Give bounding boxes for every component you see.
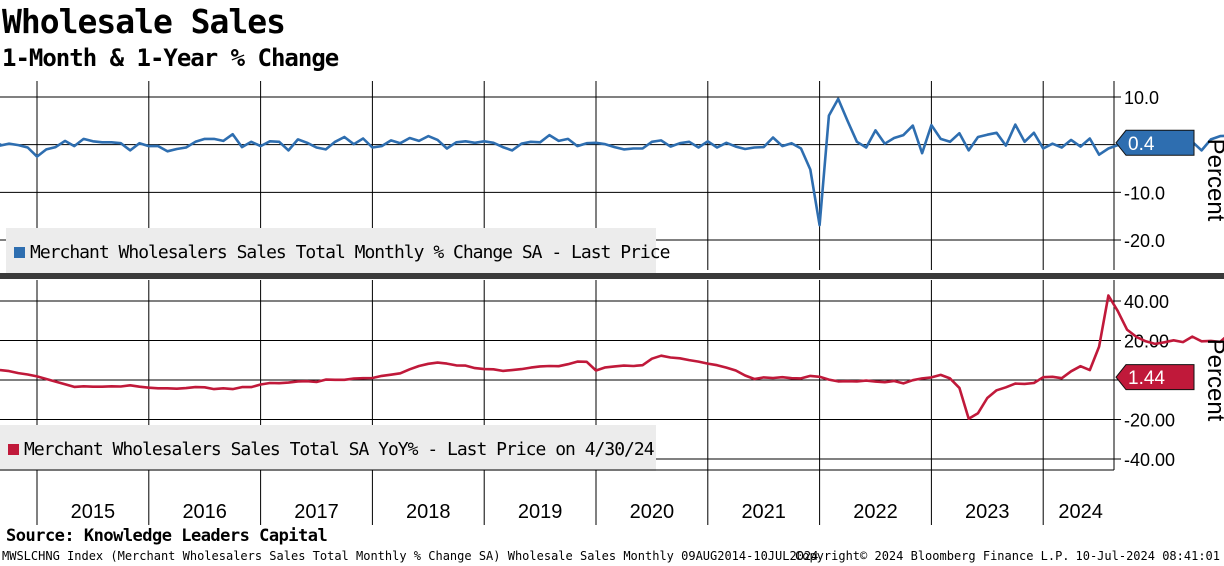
legend-swatch-1 [8, 444, 19, 455]
legend-text: Merchant Wholesalers Sales Total SA YoY%… [24, 439, 654, 460]
last-value-label: 1.44 [1128, 368, 1165, 389]
source-note: Source: Knowledge Leaders Capital [6, 526, 328, 546]
x-tick-label-2022: 2022 [853, 501, 898, 523]
ytick-label: -20.0 [1124, 231, 1165, 251]
chart-title: Wholesale Sales [2, 2, 286, 41]
legend-box-1 [0, 425, 656, 471]
x-tick-label-2017: 2017 [294, 501, 339, 523]
last-value-tag-0 [1115, 129, 1195, 156]
last-value-label: 0.4 [1128, 134, 1155, 155]
x-tick-label-2016: 2016 [182, 501, 227, 523]
x-tick-label-2023: 2023 [965, 501, 1010, 523]
legend-swatch-0 [14, 247, 25, 258]
x-tick-label-2018: 2018 [406, 501, 451, 523]
last-value-tag-1 [1115, 364, 1195, 391]
y-axis-label: Percent [1202, 139, 1224, 222]
copyright-note: Copyright© 2024 Bloomberg Finance L.P. [795, 549, 1070, 563]
series-line-0 [0, 97, 1224, 227]
ytick-label: 10.0 [1124, 88, 1159, 108]
x-tick-label-2019: 2019 [518, 501, 563, 523]
ytick-label: -40.00 [1124, 450, 1175, 470]
legend-text: Merchant Wholesalers Sales Total Monthly… [30, 242, 670, 263]
panel-separator [0, 273, 1224, 279]
y-axis-label: Percent [1202, 339, 1224, 422]
timestamp: 10-Jul-2024 08:41:01 [1075, 549, 1221, 563]
ytick-label: -10.0 [1124, 183, 1165, 203]
ytick-label: 40.00 [1124, 292, 1169, 312]
index-info: MWSLCHNG Index (Merchant Wholesalers Sal… [2, 549, 819, 563]
x-tick-label-2015: 2015 [71, 501, 116, 523]
x-tick-label-2021: 2021 [741, 501, 786, 523]
x-tick-label-2020: 2020 [630, 501, 675, 523]
ytick-label: -20.00 [1124, 411, 1175, 431]
chart-subtitle: 1-Month & 1-Year % Change [2, 44, 339, 72]
legend-box-0 [6, 228, 656, 274]
x-tick-label-2024: 2024 [1058, 501, 1103, 523]
series-line-1 [0, 294, 1224, 421]
